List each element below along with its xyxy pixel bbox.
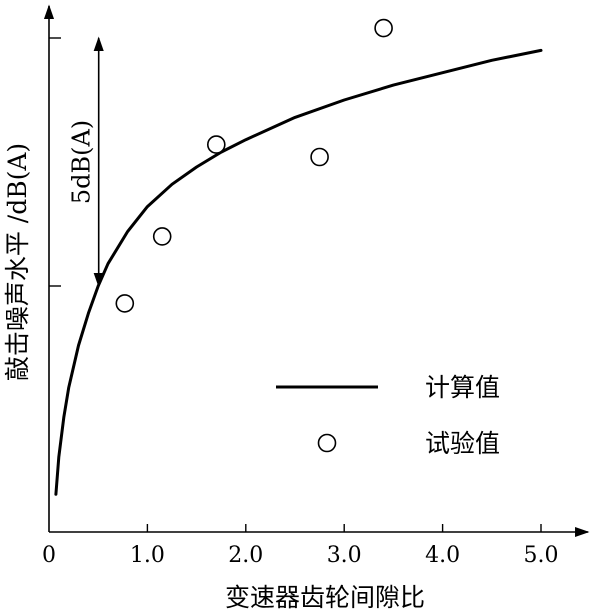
measured-point <box>115 294 135 313</box>
legend-label-measured: 试验值 <box>425 429 500 458</box>
x-tick-label: 0 <box>42 543 56 568</box>
y-axis-ticks <box>49 37 61 287</box>
x-tick-label: 4.0 <box>425 543 460 568</box>
legend: 计算值 试验值 <box>276 373 500 458</box>
x-axis-title: 变速器齿轮间隙比 <box>225 583 425 612</box>
y-axis-title: 敲击噪声水平 /dB(A) <box>3 143 32 381</box>
x-axis-ticks: 0 1.0 2.0 3.0 4.0 5.0 <box>42 524 559 568</box>
db-span-annotation: 5dB(A) <box>68 36 104 288</box>
series-layer <box>54 18 543 496</box>
measured-point <box>310 147 329 167</box>
x-tick-label: 1.0 <box>130 543 165 568</box>
calculated-curve <box>54 48 543 496</box>
measured-point <box>152 227 172 246</box>
db-span-label: 5dB(A) <box>68 120 96 204</box>
x-tick-label: 2.0 <box>228 543 263 568</box>
x-tick-label: 3.0 <box>327 543 362 568</box>
measured-point <box>374 18 393 38</box>
x-tick-label: 5.0 <box>524 543 559 568</box>
legend-label-calculated: 计算值 <box>425 373 500 402</box>
measured-point <box>207 135 226 154</box>
legend-marker-swatch <box>317 433 337 453</box>
